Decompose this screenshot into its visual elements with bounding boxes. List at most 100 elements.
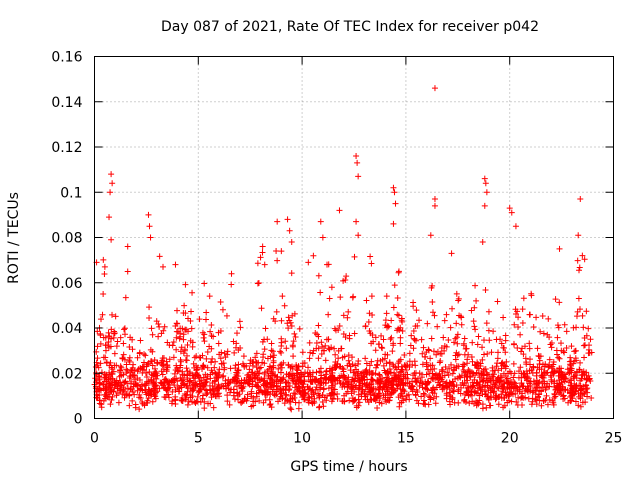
data-point [137, 394, 144, 401]
data-point [331, 386, 338, 393]
data-point [190, 385, 197, 392]
data-point [270, 315, 277, 322]
data-point [348, 390, 355, 397]
data-point [401, 352, 408, 359]
data-point [475, 401, 482, 408]
data-point [126, 402, 133, 409]
data-point [368, 358, 375, 365]
data-point [425, 347, 432, 354]
data-point [219, 306, 226, 313]
data-point [281, 400, 288, 407]
data-point [519, 393, 526, 400]
data-point [305, 259, 312, 266]
data-point [228, 270, 235, 277]
data-point [258, 305, 265, 312]
y-tick-label: 0 [74, 412, 83, 428]
data-point [394, 373, 401, 380]
data-point [143, 374, 150, 381]
data-point [526, 345, 533, 352]
data-point [145, 390, 152, 397]
data-point [328, 398, 335, 405]
data-point [509, 381, 516, 388]
data-point [457, 374, 464, 381]
data-point [201, 280, 208, 287]
data-point [253, 350, 260, 357]
data-point [538, 402, 545, 409]
data-point [272, 372, 279, 379]
data-point [102, 385, 109, 392]
data-point [523, 359, 530, 366]
data-point [454, 340, 461, 347]
data-point [452, 375, 459, 382]
data-point [182, 392, 189, 399]
data-point [319, 343, 326, 350]
y-tick-label: 0.06 [51, 276, 82, 292]
data-point [412, 391, 419, 398]
data-point [394, 385, 401, 392]
data-point [301, 359, 308, 366]
data-point [300, 392, 307, 399]
data-point [560, 375, 567, 382]
data-point [322, 342, 329, 349]
data-point [355, 361, 362, 368]
data-point [122, 294, 129, 301]
data-point [446, 365, 453, 372]
data-point [366, 362, 373, 369]
data-point [181, 302, 188, 309]
data-point [397, 340, 404, 347]
data-point [374, 357, 381, 364]
data-point [315, 272, 322, 279]
data-point [449, 370, 456, 377]
data-point [172, 367, 179, 374]
data-point [568, 365, 575, 372]
data-point [201, 338, 208, 345]
data-point [487, 378, 494, 385]
data-point [356, 385, 363, 392]
data-point [154, 360, 161, 367]
data-point [406, 380, 413, 387]
data-point [207, 400, 214, 407]
data-point [412, 369, 419, 376]
data-point [315, 322, 322, 329]
data-point [512, 306, 519, 313]
data-point [313, 345, 320, 352]
data-point [269, 388, 276, 395]
data-point [286, 227, 293, 234]
data-point [148, 358, 155, 365]
data-point [350, 293, 357, 300]
data-point [139, 398, 146, 405]
data-point [172, 397, 179, 404]
data-point [396, 358, 403, 365]
data-point [397, 324, 404, 331]
data-point [207, 375, 214, 382]
data-point [200, 383, 207, 390]
data-point [429, 309, 436, 316]
data-point [543, 385, 550, 392]
data-point [452, 356, 459, 363]
data-point [472, 372, 479, 379]
data-point [97, 340, 104, 347]
y-tick-label: 0.02 [51, 366, 82, 382]
data-point [449, 394, 456, 401]
data-point [533, 401, 540, 408]
data-point [529, 389, 536, 396]
data-point [349, 354, 356, 361]
data-point [289, 312, 296, 319]
data-point [325, 311, 332, 318]
data-point [106, 214, 113, 221]
x-tick-label: 25 [605, 431, 623, 447]
data-point [395, 269, 402, 276]
data-point [121, 394, 128, 401]
data-point [466, 373, 473, 380]
data-point [340, 277, 347, 284]
data-point [376, 372, 383, 379]
data-point [177, 333, 184, 340]
data-point [188, 325, 195, 332]
data-point [394, 295, 401, 302]
data-point [102, 395, 109, 402]
data-point [532, 387, 539, 394]
data-point [95, 364, 102, 371]
data-point [423, 359, 430, 366]
data-point [185, 398, 192, 405]
data-point [112, 313, 119, 320]
